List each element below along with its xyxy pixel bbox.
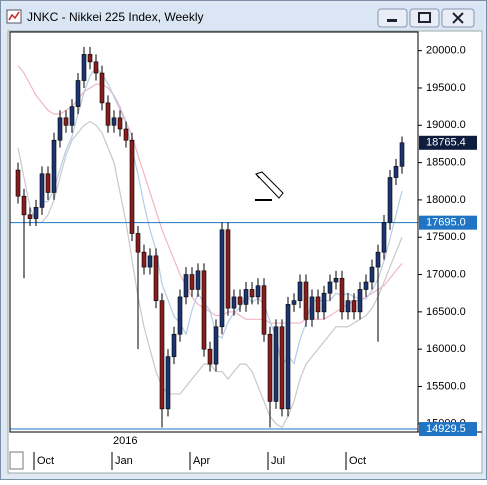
candle-body [135,233,141,253]
candle-body [201,270,207,350]
candle-body [315,296,321,313]
x-tick-label: Jul [271,455,285,467]
window-title: JNKC - Nikkei 225 Index, Weekly [27,10,204,24]
y-tick-label: 18500.0 [426,157,466,169]
candle-body [273,326,279,402]
last-price-box [419,135,477,150]
candle-body [267,333,273,402]
candle-body [345,300,351,313]
candle-body [393,166,399,178]
candle-body [189,274,195,290]
candle-body [21,195,27,216]
y-tick-label: 19500.0 [426,82,466,94]
candle-body [243,289,249,305]
candle-body [297,281,303,301]
y-tick-label: 16500.0 [426,306,466,318]
candle-body [363,281,369,290]
candle-body [399,142,405,167]
x-tick-label: Jan [115,455,133,467]
price-line-box [419,215,477,230]
candle-body [39,173,45,208]
plot-area [10,46,418,430]
year-label: 2016 [113,435,137,447]
candle-body [357,289,363,313]
x-tick-label: Oct [37,455,54,467]
candle-body [75,80,81,107]
y-tick-label: 20000.0 [426,45,466,57]
price-line-label: 14929.5 [426,423,466,435]
candle-body [93,61,99,74]
candle-body [231,296,237,309]
candle-body [87,54,93,63]
candle-body [321,292,327,313]
maximize-button[interactable] [409,8,440,28]
last-price-label: 18765.4 [426,137,466,149]
candle-body [111,117,117,126]
candle-body [327,281,333,294]
price-line-label: 17695.0 [426,217,466,229]
candle-body [261,285,267,335]
candle-body [117,117,123,130]
candle-body [159,300,165,410]
candle-body [285,304,291,410]
x-tick-label: Oct [349,455,366,467]
chart-panel [7,30,483,474]
scroll-box[interactable] [9,451,24,470]
candle-body [387,177,393,223]
y-tick-label: 16000.0 [426,343,466,355]
candle-body [141,251,147,268]
candle-body [99,72,105,104]
y-tick-label: 17000.0 [426,268,466,280]
candle-body [375,251,381,268]
candle-body [15,169,21,197]
candle-body [63,117,69,126]
price-line-box [419,422,477,437]
candle-body [333,277,339,283]
candle-body [129,139,135,234]
candle-body [309,296,315,320]
candle-body [153,255,159,301]
candle-body [105,102,111,126]
candle-body [171,333,177,357]
candle-body [303,281,309,320]
candle-body [57,117,63,141]
candle-body [183,274,189,298]
y-tick-label: 19000.0 [426,119,466,131]
candle-body [219,229,225,328]
candle-body [225,229,231,309]
candle-body [33,207,39,219]
candle-body [279,326,285,410]
candle-body [213,326,219,365]
candle-body [351,300,357,313]
candle-body [237,296,243,305]
close-button[interactable] [441,8,475,28]
x-tick-label: Apr [193,455,210,467]
plot-border [9,31,419,433]
candle-body [255,285,261,298]
candle-body [51,139,57,193]
y-tick-label: 15500.0 [426,380,466,392]
candle-body [249,289,255,298]
candle-body [207,348,213,365]
candle-body [81,54,87,81]
candle-body [123,128,129,141]
candle-body [177,296,183,335]
candle-body [339,277,345,313]
y-tick-label: 18000.0 [426,194,466,206]
minimize-button[interactable] [377,8,408,28]
candle-body [27,214,33,219]
pencil-cursor [255,171,284,201]
candle-body [147,255,153,268]
candle-body [69,106,75,126]
window-icon [6,9,22,24]
candle-body [165,356,171,410]
candle-body [369,266,375,283]
candle-body [291,300,297,305]
candle-body [45,173,51,193]
y-tick-label: 17500.0 [426,231,466,243]
candle-body [195,270,201,290]
candle-body [381,221,387,253]
